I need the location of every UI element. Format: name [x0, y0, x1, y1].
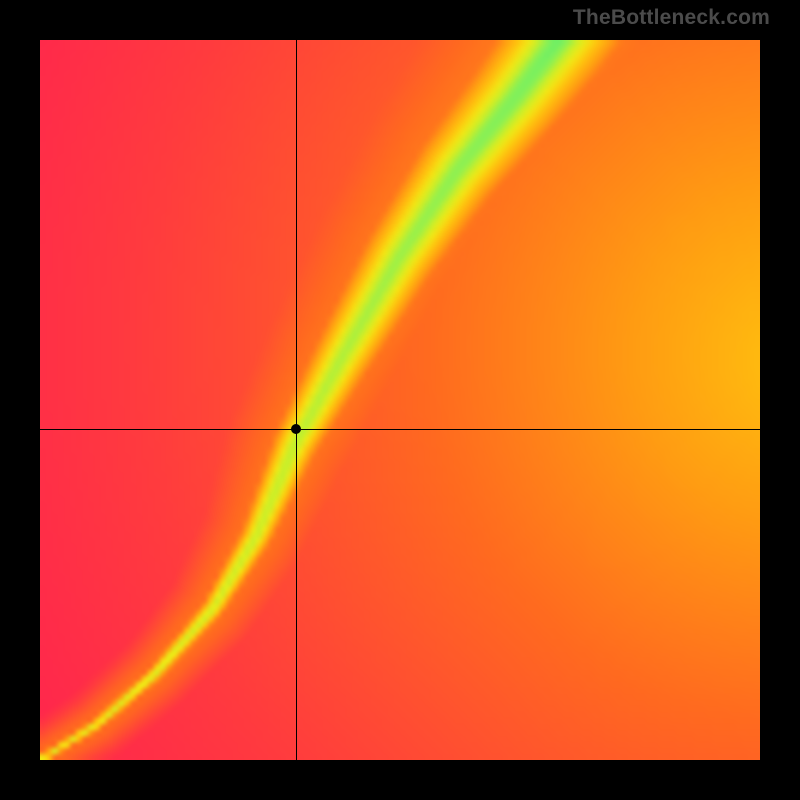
crosshair-horizontal	[40, 429, 760, 430]
heatmap-plot	[40, 40, 760, 760]
crosshair-marker	[291, 424, 301, 434]
crosshair-vertical	[296, 40, 297, 760]
watermark-text: TheBottleneck.com	[573, 6, 770, 30]
heatmap-canvas	[40, 40, 760, 760]
